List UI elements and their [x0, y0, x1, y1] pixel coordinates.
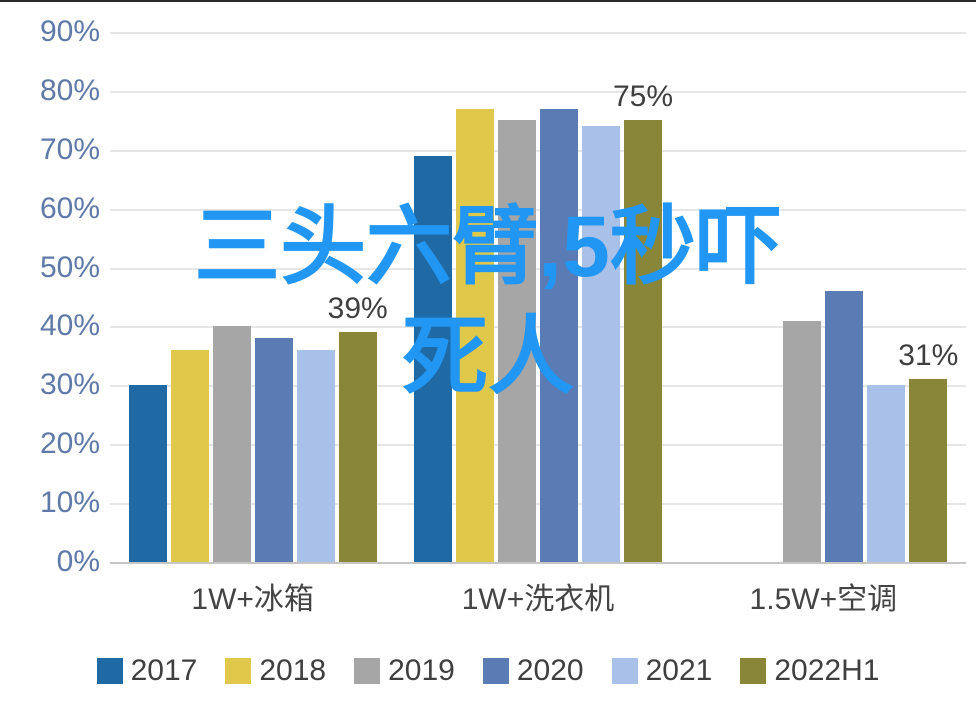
y-tick-label: 30% — [40, 368, 110, 402]
y-tick-label: 50% — [40, 251, 110, 285]
grid-line — [110, 268, 966, 270]
bar — [624, 120, 662, 562]
bar — [171, 350, 209, 562]
legend-swatch — [483, 658, 509, 684]
legend-swatch — [740, 658, 766, 684]
bar — [498, 120, 536, 562]
legend: 2017 2018 2019 2020 2021 2022H1 — [0, 654, 976, 688]
y-tick-label: 90% — [40, 15, 110, 49]
bar — [255, 338, 293, 562]
legend-item: 2022H1 — [740, 654, 879, 688]
legend-item: 2021 — [612, 654, 713, 688]
y-tick-label: 40% — [40, 309, 110, 343]
legend-label: 2022H1 — [774, 654, 879, 688]
bar — [582, 126, 620, 562]
legend-swatch — [225, 658, 251, 684]
grouped-bar-chart: 0% 10% 20% 30% 40% 50% 60% 70% 80% 90% 1W+冰箱 1W+洗衣机… — [0, 2, 976, 707]
bar — [213, 326, 251, 562]
legend-label: 2018 — [259, 654, 326, 688]
y-tick-label: 10% — [40, 486, 110, 520]
bar — [540, 109, 578, 562]
legend-swatch — [612, 658, 638, 684]
y-tick-label: 80% — [40, 74, 110, 108]
bar — [297, 350, 335, 562]
plot-area: 0%10%20%30%40%50%60%70%80%90%1W+冰箱1W+洗衣机… — [110, 32, 966, 562]
grid-line — [110, 91, 966, 93]
y-tick-label: 20% — [40, 427, 110, 461]
y-tick-label: 0% — [57, 545, 110, 579]
legend-label: 2021 — [646, 654, 713, 688]
legend-item: 2018 — [225, 654, 326, 688]
category-label: 1W+冰箱 — [191, 562, 314, 618]
legend-item: 2020 — [483, 654, 584, 688]
y-tick-label: 60% — [40, 192, 110, 226]
legend-item: 2017 — [97, 654, 198, 688]
grid-line — [110, 32, 966, 34]
data-label: 31% — [898, 339, 958, 373]
bar — [867, 385, 905, 562]
y-tick-label: 70% — [40, 133, 110, 167]
bar — [783, 321, 821, 562]
legend-item: 2019 — [354, 654, 455, 688]
category-label: 1.5W+空调 — [750, 562, 898, 618]
grid-line — [110, 209, 966, 211]
data-label: 39% — [328, 292, 388, 326]
bar — [339, 332, 377, 562]
legend-label: 2020 — [517, 654, 584, 688]
bar — [825, 291, 863, 562]
data-label: 75% — [613, 80, 673, 114]
bar — [909, 379, 947, 562]
bar — [129, 385, 167, 562]
legend-label: 2017 — [131, 654, 198, 688]
legend-swatch — [97, 658, 123, 684]
legend-swatch — [354, 658, 380, 684]
grid-line — [110, 150, 966, 152]
bar — [414, 156, 452, 562]
chart-frame: 0% 10% 20% 30% 40% 50% 60% 70% 80% 90% 1W+冰箱 1W+洗衣机… — [0, 0, 976, 707]
category-label: 1W+洗衣机 — [462, 562, 615, 618]
bar — [456, 109, 494, 562]
legend-label: 2019 — [388, 654, 455, 688]
